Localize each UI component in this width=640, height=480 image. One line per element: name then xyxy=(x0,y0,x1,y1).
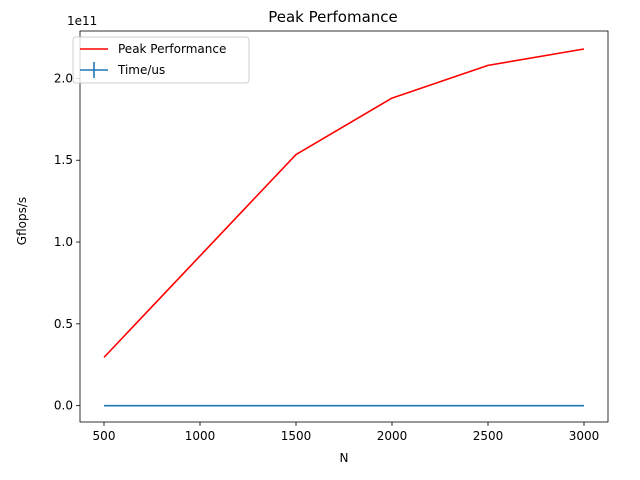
x-axis-label: N xyxy=(340,451,349,465)
data-point-peak-performance xyxy=(295,154,297,156)
x-tick-label: 1000 xyxy=(185,429,216,443)
data-point-time-us xyxy=(583,405,585,407)
axes-frame xyxy=(79,30,609,423)
data-point-time-us xyxy=(487,405,489,407)
y-tick-label: 0.0 xyxy=(54,399,73,413)
data-point-time-us xyxy=(199,405,201,407)
x-tick-label: 2000 xyxy=(377,429,408,443)
x-tick-label: 1500 xyxy=(281,429,312,443)
y-tick-label: 1.5 xyxy=(54,153,73,167)
data-point-peak-performance xyxy=(391,97,393,99)
data-point-time-us xyxy=(391,405,393,407)
y-axis-label: Gflops/s xyxy=(15,197,29,245)
legend: Peak Performance Time/us xyxy=(72,36,250,84)
data-point-peak-performance xyxy=(199,255,201,257)
data-point-time-us xyxy=(295,405,297,407)
y-tick-label: 0.5 xyxy=(54,317,73,331)
x-tick-label: 500 xyxy=(93,429,116,443)
y-tick-label: 1.0 xyxy=(54,235,73,249)
legend-label-time-us: Time/us xyxy=(117,63,165,77)
data-point-peak-performance xyxy=(583,48,585,50)
data-point-time-us xyxy=(103,405,105,407)
data-point-peak-performance xyxy=(103,356,105,358)
legend-frame xyxy=(72,36,250,84)
series-line-peak-performance xyxy=(103,48,585,358)
y-tick-label: 2.0 xyxy=(54,71,73,85)
chart-title: Peak Perfomance xyxy=(268,8,398,26)
legend-label-peak-performance: Peak Performance xyxy=(118,42,226,56)
y-offset-label: 1e11 xyxy=(67,14,97,28)
x-tick-label: 3000 xyxy=(569,429,600,443)
x-tick-label: 2500 xyxy=(473,429,504,443)
plot-area: 500 1000 1500 2000 2500 3000 0.0 0.5 1.0 1.5 2.0 xyxy=(54,30,609,443)
data-point-peak-performance xyxy=(487,64,489,66)
